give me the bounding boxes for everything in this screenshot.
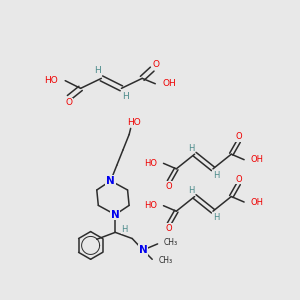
Text: H: H [213, 213, 219, 222]
Text: O: O [153, 60, 160, 69]
Text: HO: HO [144, 201, 157, 210]
Text: H: H [213, 170, 219, 179]
Text: CH₃: CH₃ [164, 238, 178, 247]
Text: HO: HO [128, 118, 141, 127]
Text: O: O [166, 182, 172, 191]
Text: OH: OH [250, 197, 263, 206]
Text: N: N [111, 210, 120, 220]
Text: H: H [121, 225, 128, 234]
Text: OH: OH [250, 155, 263, 164]
Text: HO: HO [44, 76, 58, 85]
Text: HO: HO [144, 159, 157, 168]
Text: OH: OH [163, 79, 177, 88]
Text: H: H [122, 92, 129, 100]
Text: N: N [106, 176, 115, 186]
Text: N: N [106, 176, 115, 186]
Text: H: H [188, 143, 195, 152]
Text: N: N [139, 245, 147, 255]
Text: O: O [235, 132, 242, 141]
Text: O: O [235, 175, 242, 184]
Text: O: O [166, 224, 172, 233]
Text: H: H [94, 66, 101, 75]
Text: CH₃: CH₃ [158, 256, 172, 265]
Text: O: O [65, 98, 73, 107]
Text: H: H [188, 186, 195, 195]
